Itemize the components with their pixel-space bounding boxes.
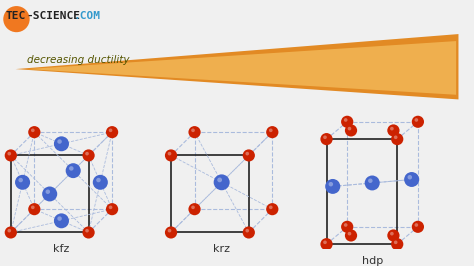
Circle shape (341, 221, 353, 233)
Circle shape (106, 203, 118, 215)
Circle shape (189, 203, 201, 215)
Circle shape (28, 126, 40, 138)
Circle shape (82, 226, 95, 239)
Circle shape (85, 152, 89, 155)
Circle shape (5, 149, 17, 161)
Circle shape (347, 127, 351, 130)
Circle shape (168, 229, 171, 232)
Circle shape (320, 238, 333, 250)
Circle shape (368, 178, 373, 183)
Text: krz: krz (213, 244, 230, 254)
Circle shape (5, 226, 17, 239)
Circle shape (391, 238, 403, 250)
Circle shape (243, 149, 255, 161)
Circle shape (266, 126, 278, 138)
Circle shape (394, 240, 398, 244)
Circle shape (168, 152, 171, 155)
Circle shape (243, 226, 255, 239)
Circle shape (109, 128, 112, 132)
Circle shape (390, 232, 394, 235)
Circle shape (344, 118, 347, 122)
Circle shape (66, 163, 81, 178)
Circle shape (109, 206, 112, 209)
Circle shape (46, 189, 50, 194)
Circle shape (391, 133, 403, 145)
Circle shape (365, 176, 380, 190)
Text: .COM: .COM (73, 11, 100, 21)
Circle shape (54, 213, 69, 228)
Circle shape (269, 206, 273, 209)
Circle shape (31, 128, 35, 132)
Circle shape (189, 126, 201, 138)
Circle shape (387, 229, 400, 242)
Circle shape (415, 118, 418, 122)
Circle shape (415, 223, 418, 227)
Circle shape (345, 124, 357, 136)
Circle shape (42, 186, 57, 201)
Circle shape (165, 149, 177, 161)
Circle shape (408, 175, 412, 180)
Circle shape (347, 232, 351, 235)
Circle shape (217, 177, 222, 182)
Circle shape (246, 152, 249, 155)
Circle shape (394, 135, 398, 139)
Circle shape (93, 175, 108, 190)
Circle shape (3, 6, 30, 32)
Circle shape (82, 149, 95, 161)
Circle shape (28, 203, 40, 215)
Text: kfz: kfz (53, 244, 70, 254)
Circle shape (269, 128, 273, 132)
Circle shape (8, 152, 11, 155)
Circle shape (325, 179, 340, 194)
Circle shape (54, 136, 69, 151)
Circle shape (69, 166, 73, 171)
Circle shape (412, 221, 424, 233)
Polygon shape (27, 41, 456, 95)
Circle shape (165, 226, 177, 239)
Circle shape (345, 229, 357, 242)
Circle shape (246, 229, 249, 232)
Text: -SCIENCE: -SCIENCE (26, 11, 80, 21)
Circle shape (390, 127, 394, 130)
Circle shape (412, 116, 424, 128)
Circle shape (320, 133, 333, 145)
Circle shape (323, 240, 327, 244)
Circle shape (191, 206, 195, 209)
Circle shape (106, 126, 118, 138)
Circle shape (8, 229, 11, 232)
Circle shape (266, 203, 278, 215)
Circle shape (404, 172, 419, 187)
Circle shape (214, 174, 230, 190)
Text: decreasing ductility: decreasing ductility (27, 55, 130, 65)
Circle shape (57, 139, 62, 144)
Circle shape (328, 182, 333, 186)
Text: hdp: hdp (362, 256, 383, 266)
Circle shape (18, 178, 23, 182)
Circle shape (85, 229, 89, 232)
Circle shape (31, 206, 35, 209)
Circle shape (341, 116, 353, 128)
Circle shape (191, 128, 195, 132)
Circle shape (96, 178, 100, 182)
Circle shape (323, 135, 327, 139)
Circle shape (344, 223, 347, 227)
Circle shape (15, 175, 30, 190)
Circle shape (57, 216, 62, 221)
Polygon shape (16, 34, 458, 99)
Circle shape (387, 124, 400, 136)
Text: TEC: TEC (5, 11, 26, 21)
